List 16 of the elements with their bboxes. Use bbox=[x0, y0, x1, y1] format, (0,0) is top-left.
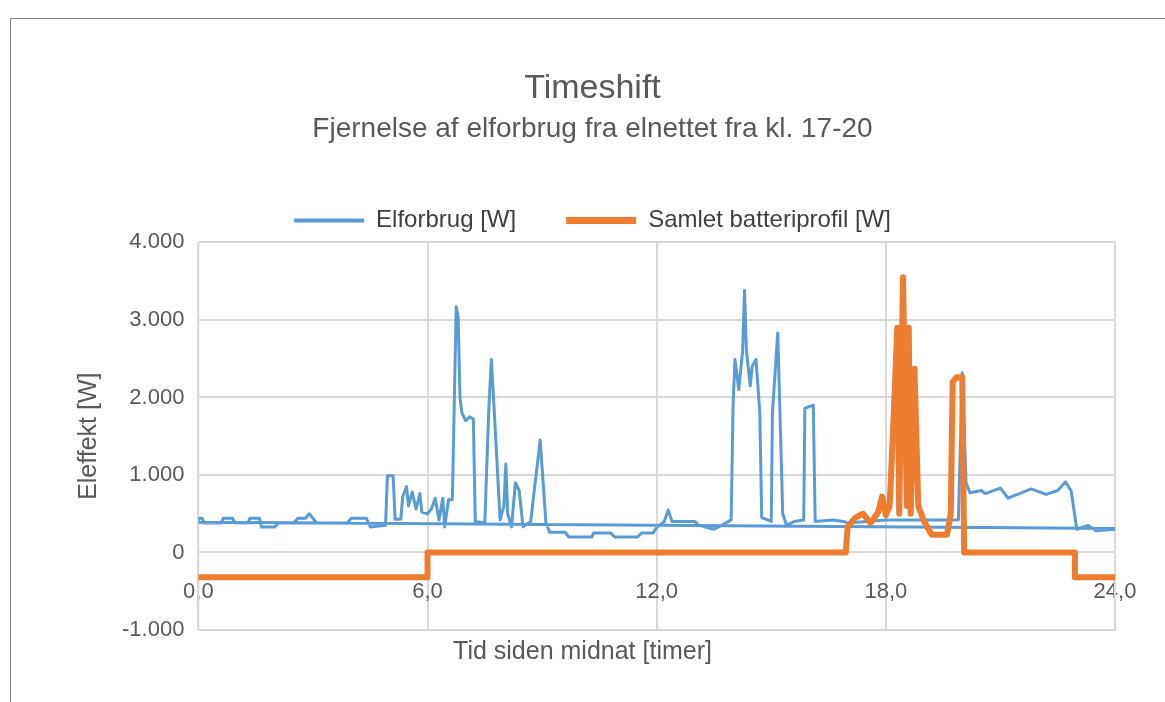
legend-label: Samlet batteriprofil [W] bbox=[648, 205, 891, 233]
x-tick-label: 0,0 bbox=[183, 577, 214, 603]
x-tick-label: 18,0 bbox=[864, 577, 908, 603]
x-axis-title: Tid siden midnat [timer] bbox=[453, 636, 712, 664]
y-tick-label: 0 bbox=[172, 538, 185, 564]
legend-label: Elforbrug [W] bbox=[376, 205, 517, 233]
x-tick-label: 6,0 bbox=[412, 577, 443, 603]
y-tick-label: 3.000 bbox=[129, 305, 185, 331]
chart-title: Timeshift bbox=[524, 66, 662, 105]
y-tick-label: -1.000 bbox=[121, 616, 185, 642]
y-axis-title: Eleffekt [W] bbox=[72, 372, 101, 500]
x-tick-label: 12,0 bbox=[635, 577, 679, 603]
y-tick-label: 2.000 bbox=[129, 383, 185, 409]
y-tick-label: 4.000 bbox=[129, 228, 185, 254]
chart-subtitle: Fjernelse af elforbrug fra elnettet fra kl. 17-20 bbox=[312, 112, 873, 144]
y-tick-label: 1.000 bbox=[129, 461, 185, 487]
